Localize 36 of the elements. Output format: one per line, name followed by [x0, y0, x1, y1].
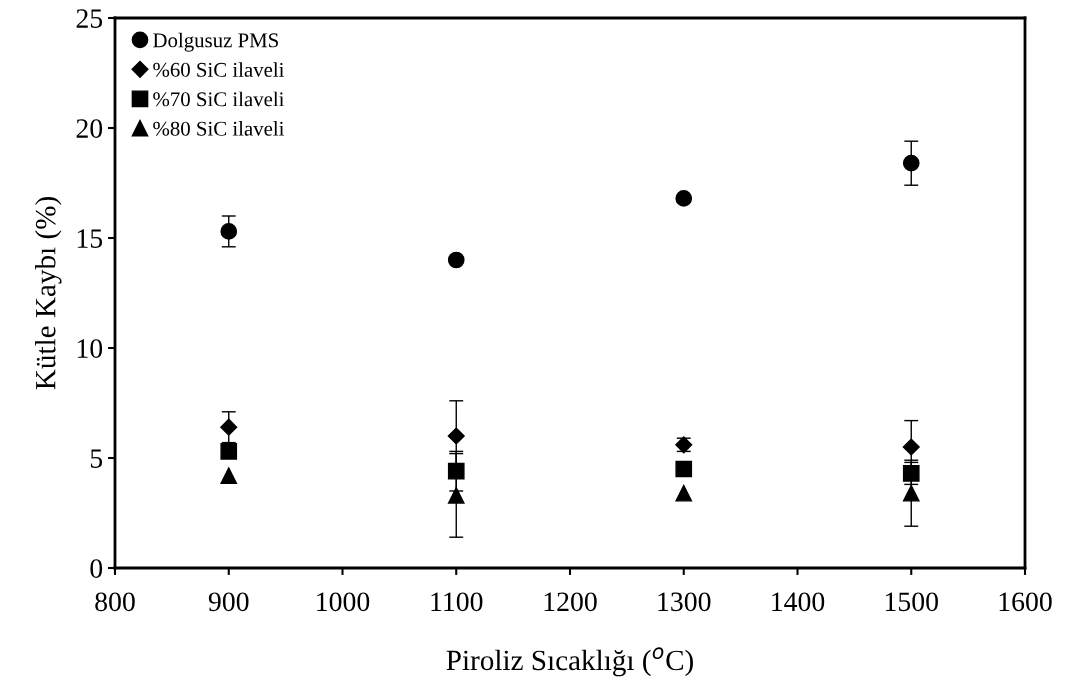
y-tick-label: 20 [76, 119, 103, 138]
legend-label: %80 SiC ilaveli [153, 121, 285, 136]
x-tick-label: 1300 [658, 592, 711, 612]
x-tick-label: 1200 [544, 592, 597, 612]
point [220, 223, 238, 240]
point [447, 427, 465, 445]
y-tick-label: 10 [77, 339, 103, 358]
point [447, 462, 465, 480]
point [902, 438, 920, 456]
legend-label: %70 SiC ilaveli [153, 91, 285, 107]
x-tick-label: 800 [95, 592, 135, 612]
x-tick-label: 1500 [885, 592, 938, 612]
x-tick-label: 1100 [431, 592, 483, 612]
legend-label: %60 SiC ilaveli [153, 62, 285, 77]
point [902, 465, 920, 482]
y-tick-label: 15 [77, 229, 103, 248]
legend-label: Dolgusuz PMS [153, 32, 278, 52]
point [902, 484, 920, 502]
y-tick-label: 5 [90, 449, 103, 468]
point [675, 460, 693, 478]
x-tick-label: 1000 [317, 592, 370, 612]
y-tick-label: 25 [76, 9, 103, 28]
point [220, 443, 238, 460]
point [220, 467, 238, 484]
x-tick-label: 900 [208, 592, 249, 612]
x-tick-label: 1600 [999, 592, 1052, 612]
point [675, 190, 693, 207]
point [447, 251, 465, 269]
point [447, 487, 465, 504]
point [675, 484, 693, 502]
point [902, 154, 920, 172]
y-tick-label: 0 [90, 559, 103, 578]
y-axis-title: Kütle Kaybı (%) [35, 197, 62, 390]
x-axis-title: Piroliz Sıcaklığı ($^{o}$C) [446, 647, 693, 677]
x-tick-label: 1400 [772, 592, 825, 612]
point [220, 418, 238, 436]
